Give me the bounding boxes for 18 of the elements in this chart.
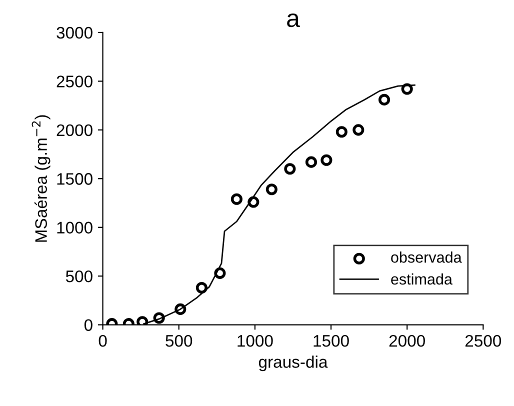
chart-title: a xyxy=(287,13,300,28)
y-tick-label: 2500 xyxy=(56,76,92,88)
y-axis-title: MSaérea (g.m$^{−2}$) xyxy=(32,115,50,242)
x-tick-label: 2000 xyxy=(389,334,425,347)
y-tick-label: 0 xyxy=(84,319,92,332)
y-tick-label: 1000 xyxy=(57,222,92,234)
y-tick-label: 1500 xyxy=(57,173,92,185)
y-tick-label: 2000 xyxy=(56,124,92,136)
y-tick-label: 3000 xyxy=(56,26,92,39)
x-tick-label: 500 xyxy=(166,334,192,347)
x-tick-label: 1500 xyxy=(314,334,349,347)
x-tick-label: 1000 xyxy=(238,334,273,347)
x-tick-label: 2500 xyxy=(465,334,502,347)
y-tick-label: 500 xyxy=(66,270,92,282)
x-tick-label: 0 xyxy=(98,334,107,347)
legend-label: estimada xyxy=(391,273,452,285)
x-axis-title: graus-dia xyxy=(258,356,328,372)
legend-label: observada xyxy=(391,252,462,263)
